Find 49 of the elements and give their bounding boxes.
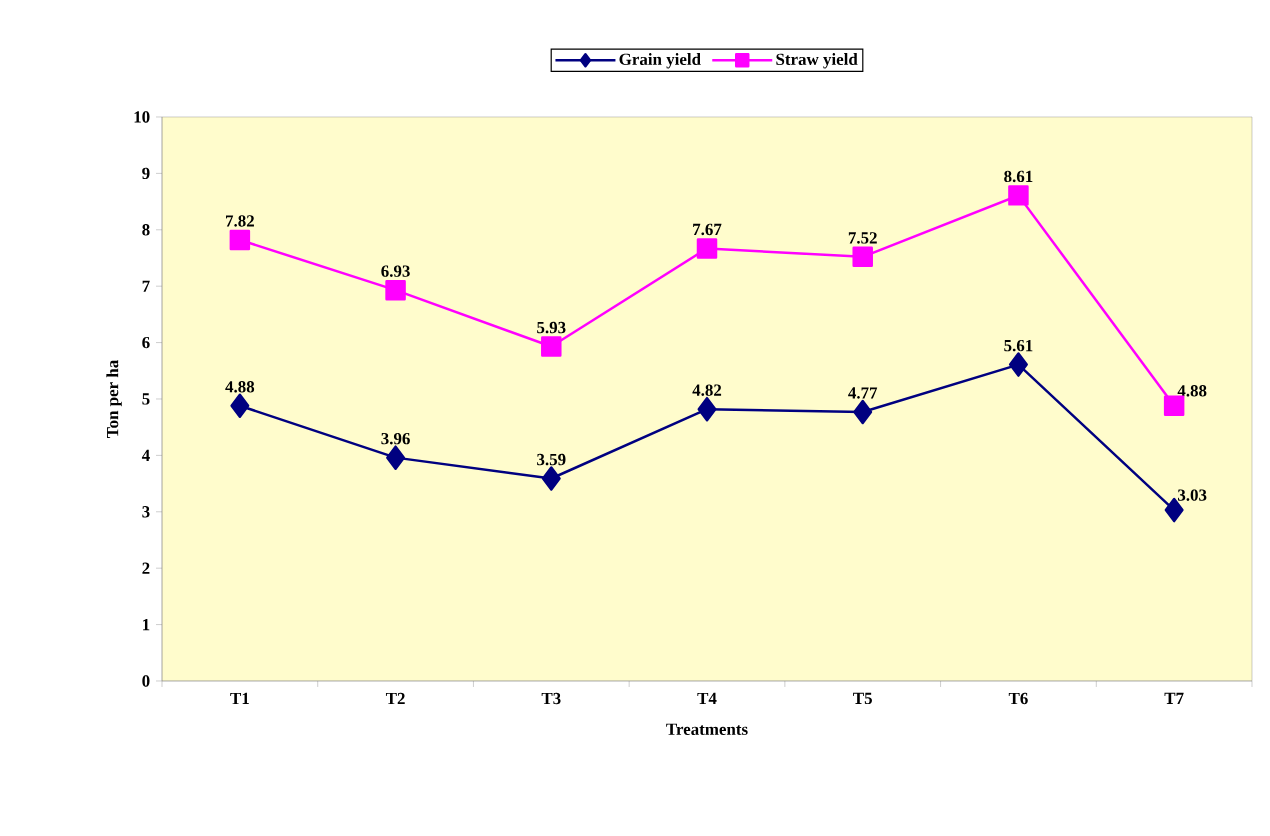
point: [541, 466, 561, 491]
x-tick-label: T7: [1164, 692, 1184, 704]
y-tick-label: 6: [142, 336, 150, 349]
data-label: 3.96: [381, 432, 410, 445]
data-label: 3.03: [1177, 489, 1207, 501]
point: [696, 238, 718, 259]
x-tick-label: T4: [697, 692, 717, 704]
data-label: 5.93: [537, 321, 566, 334]
point: [1163, 395, 1185, 416]
y-tick-label: 1: [143, 618, 150, 631]
data-label: 3.59: [537, 453, 566, 466]
data-label: 7.67: [693, 223, 722, 236]
data-label: 8.61: [1004, 170, 1033, 183]
legend-label: Straw yield: [776, 53, 858, 69]
point: [852, 246, 873, 268]
x-tick-label: T6: [1008, 692, 1028, 705]
point: [541, 336, 562, 357]
y-tick-label: 10: [134, 111, 150, 123]
legend-label: Grain yield: [619, 53, 701, 69]
point: [1008, 352, 1028, 377]
data-label: 6.93: [381, 265, 410, 277]
point: [1008, 185, 1029, 206]
data-label: 5.61: [1004, 339, 1033, 352]
x-tick-label: T1: [230, 692, 249, 705]
point: [853, 399, 873, 425]
point: [386, 445, 406, 470]
y-tick-label: 8: [142, 224, 150, 236]
data-label: 4.77: [848, 387, 878, 399]
data-label: 7.52: [848, 232, 877, 244]
data-label: 4.88: [1177, 385, 1207, 397]
y-tick-label: 3: [142, 506, 150, 518]
y-tick-label: 5: [142, 393, 150, 405]
y-tick-label: 7: [142, 280, 150, 292]
x-axis-title: Treatments: [666, 723, 748, 735]
point: [697, 396, 717, 422]
data-label: 4.88: [225, 381, 255, 393]
point: [230, 393, 250, 418]
y-tick-label: 9: [142, 167, 150, 180]
x-tick-label: T2: [385, 692, 405, 705]
y-axis-title: Ton per ha: [106, 360, 122, 438]
y-tick-label: 4: [141, 449, 150, 461]
x-tick-label: T5: [853, 692, 872, 705]
x-tick-label: T3: [541, 692, 561, 705]
data-label: 4.82: [692, 384, 722, 396]
point: [229, 229, 251, 251]
y-tick-label: 0: [142, 675, 150, 687]
point: [385, 279, 406, 301]
data-label: 7.82: [226, 215, 254, 227]
y-tick-label: 2: [142, 562, 150, 574]
